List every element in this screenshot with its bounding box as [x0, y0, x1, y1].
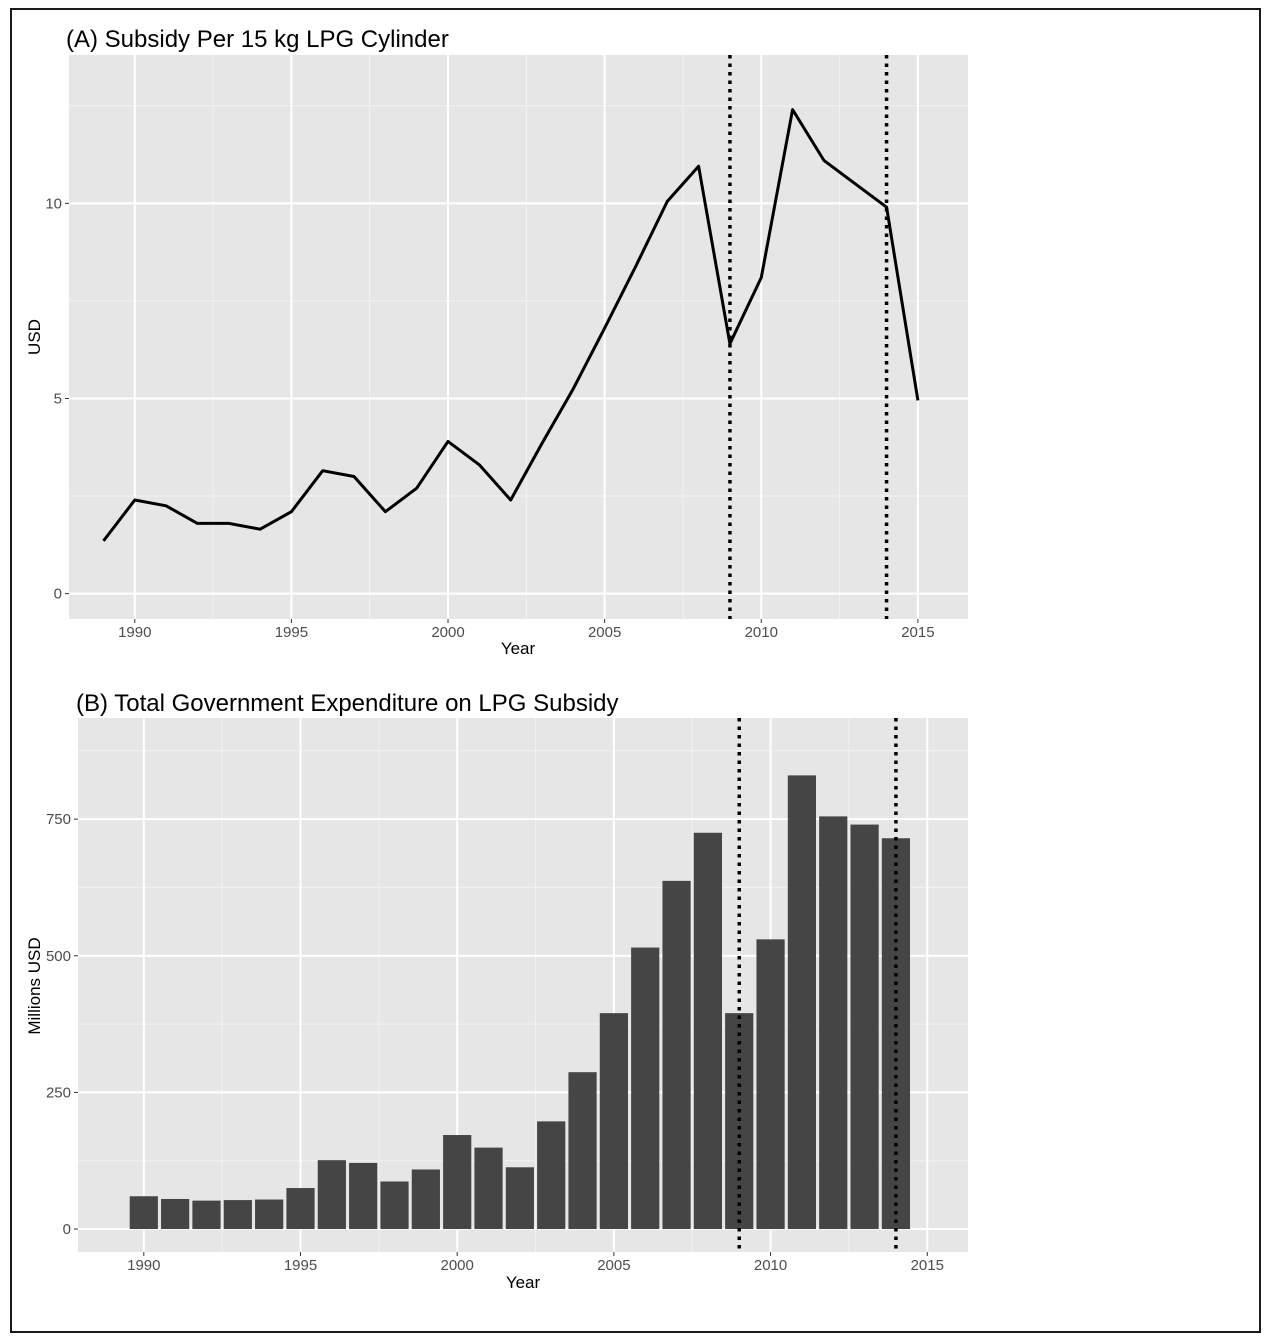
chart-b-bar — [411, 1169, 440, 1230]
chart-a-y-tick-label: 0 — [54, 586, 62, 603]
chart-a-plot-area — [69, 55, 968, 619]
chart-b-bar — [443, 1135, 472, 1230]
chart-b-x-tick-label: 2015 — [911, 1257, 944, 1274]
chart-a: (A) Subsidy Per 15 kg LPG Cylinder Year … — [25, 26, 968, 658]
chart-b-x-tick-label: 2000 — [441, 1257, 474, 1274]
chart-a-y-tick-label: 5 — [54, 390, 62, 407]
chart-b-bar — [223, 1200, 252, 1230]
chart-b-y-tick-label: 500 — [46, 948, 71, 965]
chart-a-x-tick-label: 2005 — [588, 624, 621, 641]
chart-b-bar — [537, 1121, 566, 1230]
chart-b-bar — [317, 1160, 346, 1230]
chart-a-x-tick-label: 1990 — [118, 624, 151, 641]
chart-a-x-tick-label: 1995 — [275, 624, 308, 641]
chart-a-x-tick-label: 2010 — [745, 624, 778, 641]
chart-b-x-tick-label: 1990 — [127, 1257, 160, 1274]
chart-b-bar — [192, 1200, 221, 1230]
chart-b-bar — [474, 1147, 503, 1230]
chart-b-bar — [505, 1167, 534, 1230]
chart-b-bar — [693, 832, 722, 1230]
chart-b-bar — [286, 1188, 315, 1230]
chart-a-x-tick-label: 2000 — [431, 624, 464, 641]
chart-b-x-tick-label: 1995 — [284, 1257, 317, 1274]
chart-b-bar — [725, 1013, 754, 1230]
chart-a-y-axis-label: USD — [25, 319, 44, 355]
chart-b-bar — [850, 824, 879, 1230]
chart-b-y-tick-label: 250 — [46, 1084, 71, 1101]
chart-b-x-tick-label: 2010 — [754, 1257, 787, 1274]
chart-b-y-tick-label: 0 — [63, 1221, 71, 1238]
chart-b-x-tick-label: 2005 — [597, 1257, 630, 1274]
chart-b-x-axis-label: Year — [506, 1273, 541, 1292]
chart-b-bar — [787, 775, 817, 1230]
chart-b-y-axis-label: Millions USD — [25, 937, 44, 1034]
chart-b-bar — [631, 947, 660, 1230]
chart-a-y-tick-label: 10 — [45, 195, 62, 212]
chart-a-series-line — [102, 108, 920, 542]
chart-b-bar — [380, 1181, 409, 1230]
chart-a-x-axis-label: Year — [501, 639, 536, 658]
chart-a-title: (A) Subsidy Per 15 kg LPG Cylinder — [66, 26, 449, 53]
chart-b: (B) Total Government Expenditure on LPG … — [25, 690, 968, 1292]
chart-b-bar — [129, 1196, 158, 1230]
chart-b-bar — [255, 1199, 284, 1230]
chart-b-bar — [568, 1072, 597, 1230]
chart-b-title: (B) Total Government Expenditure on LPG … — [76, 690, 619, 717]
chart-b-y-tick-label: 750 — [46, 811, 71, 828]
chart-b-bar — [599, 1013, 628, 1230]
chart-a-x-tick-label: 2015 — [901, 624, 934, 641]
chart-b-bar — [756, 939, 785, 1230]
chart-b-bar — [161, 1198, 190, 1230]
chart-b-bar — [662, 880, 691, 1230]
chart-b-bar — [349, 1162, 378, 1230]
figure-frame — [10, 8, 1261, 1333]
chart-b-bar — [819, 816, 848, 1230]
